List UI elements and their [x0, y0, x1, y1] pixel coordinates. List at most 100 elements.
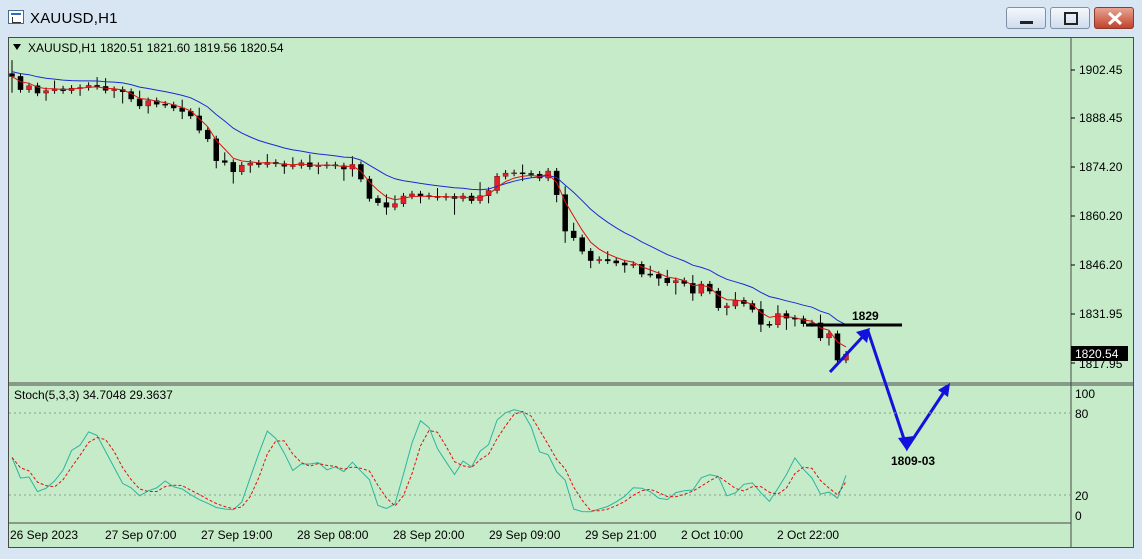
price-tick: 1902.45: [1079, 63, 1123, 77]
bear-candle-body: [230, 162, 237, 173]
candle: [621, 259, 628, 273]
candle: [222, 152, 228, 166]
bear-candle-body: [417, 193, 424, 196]
bull-candle-body: [511, 172, 517, 175]
candle: [698, 280, 705, 297]
candle: [145, 97, 151, 114]
bull-candle-body: [409, 193, 415, 197]
candle: [570, 222, 577, 241]
candle: [502, 170, 509, 180]
candle: [800, 315, 807, 327]
projection-arrowhead-down: [898, 436, 914, 451]
candle: [477, 182, 483, 204]
candle: [281, 160, 288, 174]
candle: [579, 234, 585, 255]
bear-candle-body: [758, 309, 764, 325]
candle: [783, 310, 790, 330]
candle: [34, 82, 41, 97]
bull-candle-body: [392, 203, 398, 208]
bear-candle-body: [834, 333, 841, 361]
candle: [26, 82, 32, 93]
bear-candle-body: [579, 237, 585, 252]
candle: [613, 257, 619, 267]
current-price-marker: 1820.54: [1071, 346, 1128, 361]
bear-candle-body: [34, 85, 41, 94]
window-title: XAUUSD,H1: [30, 10, 118, 27]
title-bar[interactable]: XAUUSD,H1: [0, 0, 1142, 36]
candle: [562, 186, 568, 243]
chart-window-icon: [8, 10, 24, 24]
maximize-button[interactable]: [1050, 7, 1090, 29]
bull-candle-body: [477, 195, 483, 201]
bull-candle-body: [698, 283, 705, 294]
candle: [230, 159, 237, 184]
bear-candle-body: [766, 324, 773, 326]
close-icon: [1107, 11, 1123, 26]
bear-candle-body: [366, 178, 373, 199]
bear-candle-body: [817, 322, 824, 339]
minimize-button[interactable]: [1006, 7, 1046, 29]
candle: [51, 80, 58, 94]
main-info-line: XAUUSD,H1 1820.51 1821.60 1819.56 1820.5…: [28, 41, 284, 55]
chart-area[interactable]: [8, 37, 1134, 548]
candle: [664, 269, 671, 286]
candle: [136, 90, 143, 110]
candle: [519, 164, 526, 182]
bear-candle-body: [341, 165, 347, 170]
bull-candle-body: [349, 164, 356, 170]
bear-candle-body: [136, 98, 143, 107]
candle: [834, 330, 841, 364]
current-price-label: 1820.54: [1075, 347, 1119, 361]
window-bottom-border: [0, 548, 1142, 559]
candle: [375, 195, 381, 206]
candle: [596, 256, 602, 264]
candle: [102, 78, 109, 94]
bear-candle-body: [94, 85, 100, 87]
candle: [775, 305, 781, 328]
slow-moving-average-line: [11, 71, 847, 326]
bear-candle-body: [570, 230, 577, 238]
bear-candle-body: [162, 103, 168, 106]
symbol-dropdown-icon[interactable]: [13, 44, 21, 50]
candle: [315, 162, 322, 175]
candle: [77, 84, 83, 96]
bull-candle-body: [145, 100, 151, 107]
bear-candle-body: [690, 283, 696, 294]
candle: [383, 194, 390, 215]
candle: [511, 169, 517, 177]
price-axis: 1902.45 1888.45 1874.20 1860.20 1846.20 …: [1071, 63, 1123, 371]
bear-candle-body: [213, 138, 219, 161]
bull-candle-body: [502, 172, 509, 177]
candle: [715, 287, 722, 311]
bull-candle-body: [43, 90, 49, 94]
time-label: 29 Sep 09:00: [489, 528, 561, 542]
close-button[interactable]: [1094, 7, 1134, 29]
candle: [434, 188, 441, 201]
price-tick: 1874.20: [1079, 160, 1123, 174]
bull-candle-body: [732, 300, 739, 307]
bull-candle-body: [247, 162, 254, 166]
bull-candle-body: [724, 305, 730, 308]
candle: [170, 101, 177, 112]
bear-candle-body: [656, 274, 662, 279]
candle: [409, 190, 415, 200]
bear-candle-body: [664, 277, 671, 283]
target-label: 1809-03: [891, 454, 935, 468]
candle: [766, 321, 773, 328]
indicator-tick: 0: [1075, 509, 1082, 523]
indicator-info-line: Stoch(5,3,3) 34.7048 29.3637: [14, 388, 173, 402]
candle: [392, 195, 398, 211]
projection-arrowhead-up: [856, 328, 870, 343]
candle: [213, 135, 219, 169]
projection-path[interactable]: [828, 328, 950, 452]
time-axis: 26 Sep 2023 27 Sep 07:00 27 Sep 19:00 28…: [10, 528, 839, 542]
stochastic-main-line: [11, 409, 847, 513]
candle: [417, 190, 424, 204]
candle: [587, 248, 594, 269]
bear-candle-body: [204, 129, 211, 140]
bear-candle-body: [621, 262, 628, 266]
bull-candle-body: [630, 264, 636, 266]
candle: [264, 154, 271, 168]
